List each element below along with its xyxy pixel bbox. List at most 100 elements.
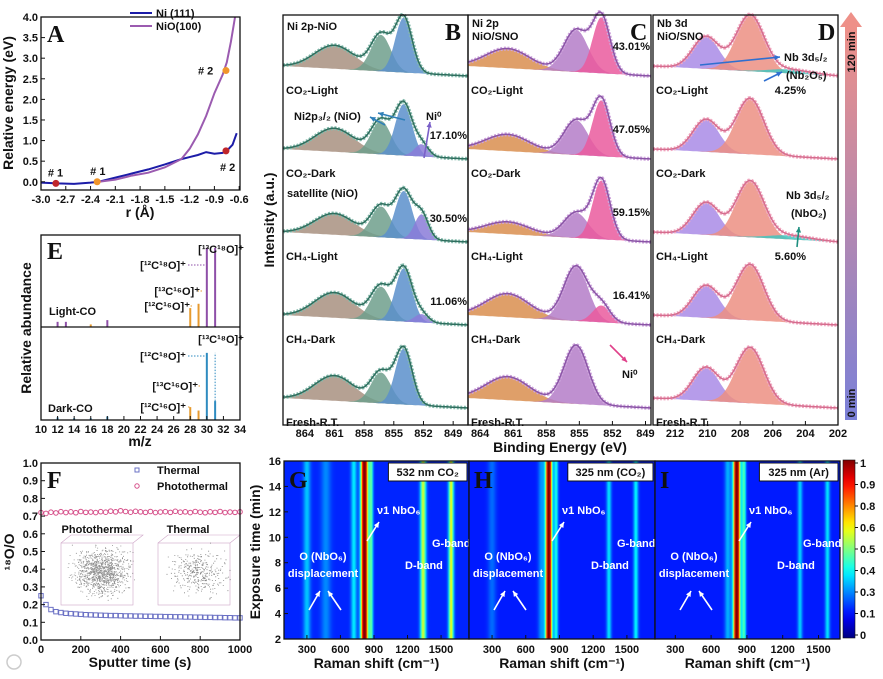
arrow-head xyxy=(795,227,802,233)
x-tick-label: 210 xyxy=(698,428,716,440)
y-tick-label: 14 xyxy=(269,481,282,493)
percent-label: 5.60% xyxy=(775,251,806,263)
band-label: displacement xyxy=(288,568,359,580)
fit-envelope xyxy=(652,97,839,160)
peak-annotation: satellite (NiO) xyxy=(287,188,358,200)
band-label: O (NbO₆) xyxy=(484,551,531,563)
band-label: displacement xyxy=(473,568,544,580)
x-tick-label: 12 xyxy=(51,424,63,436)
data-point xyxy=(212,509,218,516)
peak-fill xyxy=(653,347,838,408)
band-label: G-band xyxy=(803,538,842,550)
data-point-marker xyxy=(93,178,101,186)
data-point xyxy=(127,613,134,619)
colorbar-tick-label: 0.4 xyxy=(860,566,876,578)
colorbar xyxy=(842,459,856,639)
spectrum-1: CO₂-Dark xyxy=(652,96,839,180)
legend-swatch xyxy=(134,467,140,473)
percent-label: 43.01% xyxy=(613,41,651,53)
peak-fill xyxy=(283,372,468,408)
arrow-head xyxy=(500,591,505,597)
panel-letter: E xyxy=(47,239,63,265)
x-tick-label: 900 xyxy=(365,644,383,656)
time-arrow-bar xyxy=(845,26,857,420)
x-tick-label: 852 xyxy=(414,428,432,440)
fit-envelope xyxy=(467,176,652,243)
x-tick-label: 600 xyxy=(151,644,169,656)
band-label: ν1 NbO₆ xyxy=(562,505,606,517)
peak-annotation: Ni2p₃/₂ (NiO) xyxy=(294,111,361,123)
data-point xyxy=(152,613,159,620)
data-point xyxy=(137,613,144,619)
data-point xyxy=(92,509,99,516)
peak-fill xyxy=(468,345,651,408)
peak-fill xyxy=(468,305,651,325)
peak-fill xyxy=(653,264,838,325)
legend-label: Thermal xyxy=(157,465,200,477)
peak-fill xyxy=(468,48,651,76)
y-tick-label: 6 xyxy=(275,583,281,595)
data-point xyxy=(177,614,184,620)
x-tick-label: 858 xyxy=(355,428,373,440)
peak-fill xyxy=(468,376,651,408)
x-tick-label: 1200 xyxy=(395,644,419,656)
data-point xyxy=(172,614,179,620)
data-point xyxy=(102,612,109,619)
arrow-head xyxy=(699,591,705,597)
data-point xyxy=(117,613,124,619)
data-point xyxy=(68,610,74,617)
panel-letter: G xyxy=(289,468,308,494)
spectrum-label: CH₄-Light xyxy=(286,251,338,263)
y-tick-label: 10 xyxy=(269,532,281,544)
y-tick-label: 3.0 xyxy=(23,53,38,65)
data-point xyxy=(147,613,154,619)
x-tick-label: -1.5 xyxy=(155,194,174,206)
plot-frame xyxy=(652,14,839,426)
data-point xyxy=(157,509,164,515)
x-tick-label: -2.4 xyxy=(81,194,101,206)
condition-label: 532 nm CO₂ xyxy=(397,467,459,479)
x-axis-label: Raman shift (cm⁻¹) xyxy=(314,655,440,671)
peak-annotation: (NbO₂) xyxy=(791,208,827,220)
panel-b-ni2p-nio: CO₂-LightCO₂-Dark17.10%CH₄-Light30.50%CH… xyxy=(261,12,627,455)
spectrum-0: CO₂-Light xyxy=(282,12,469,97)
spectrum-label: CH₄-Dark xyxy=(656,334,706,346)
x-tick-label: 1500 xyxy=(429,644,453,656)
y-axis-label: Relative energy (eV) xyxy=(0,36,16,170)
peak-fill xyxy=(468,266,651,325)
atom-dots xyxy=(166,542,231,600)
y-tick-label: 0.7 xyxy=(23,511,38,523)
band-label: G-band xyxy=(432,538,471,550)
x-tick-label: 300 xyxy=(666,644,684,656)
colorbar-tick-label: 0.3 xyxy=(860,587,875,599)
data-point xyxy=(187,614,193,620)
data-point xyxy=(43,510,49,517)
y-axis-label: Intensity (a.u.) xyxy=(261,173,277,268)
x-tick-label: 861 xyxy=(325,428,343,440)
arrow-head xyxy=(774,54,780,61)
series-line-ni xyxy=(40,132,238,185)
spectrum-3: CH₄-Dark xyxy=(652,262,839,346)
spectrum-4: Fresh-R.T. xyxy=(282,343,469,429)
panel-letter: I xyxy=(660,468,669,494)
data-point xyxy=(142,613,149,619)
data-point xyxy=(127,509,134,516)
band-label: ν1 NbO₆ xyxy=(377,505,421,517)
x-tick-label: -1.8 xyxy=(131,194,150,206)
y-tick-label: 0.5 xyxy=(23,156,38,168)
y-tick-label: 2 xyxy=(275,634,281,646)
x-tick-label: 849 xyxy=(636,428,654,440)
x-tick-label: -2.7 xyxy=(56,194,75,206)
ion-label: [¹³C¹⁶O]⁺ xyxy=(154,286,200,298)
colorbar-tick-label: 0.8 xyxy=(860,501,875,513)
x-tick-label: 600 xyxy=(331,644,349,656)
fit-envelope xyxy=(282,345,469,409)
percent-label: 59.15% xyxy=(613,207,651,219)
marker-label: # 1 xyxy=(48,167,63,179)
panel-e-mass-spectra: [¹³C¹⁸O]⁺ [¹²C¹⁸O]⁺ [¹³C¹⁶O]⁺ [¹²C¹⁶O]⁺ [¹³C… xyxy=(18,234,247,449)
data-point xyxy=(137,509,144,515)
ion-label: [¹²C¹⁸O]⁺ xyxy=(140,351,186,363)
x-tick-label: 849 xyxy=(444,428,462,440)
